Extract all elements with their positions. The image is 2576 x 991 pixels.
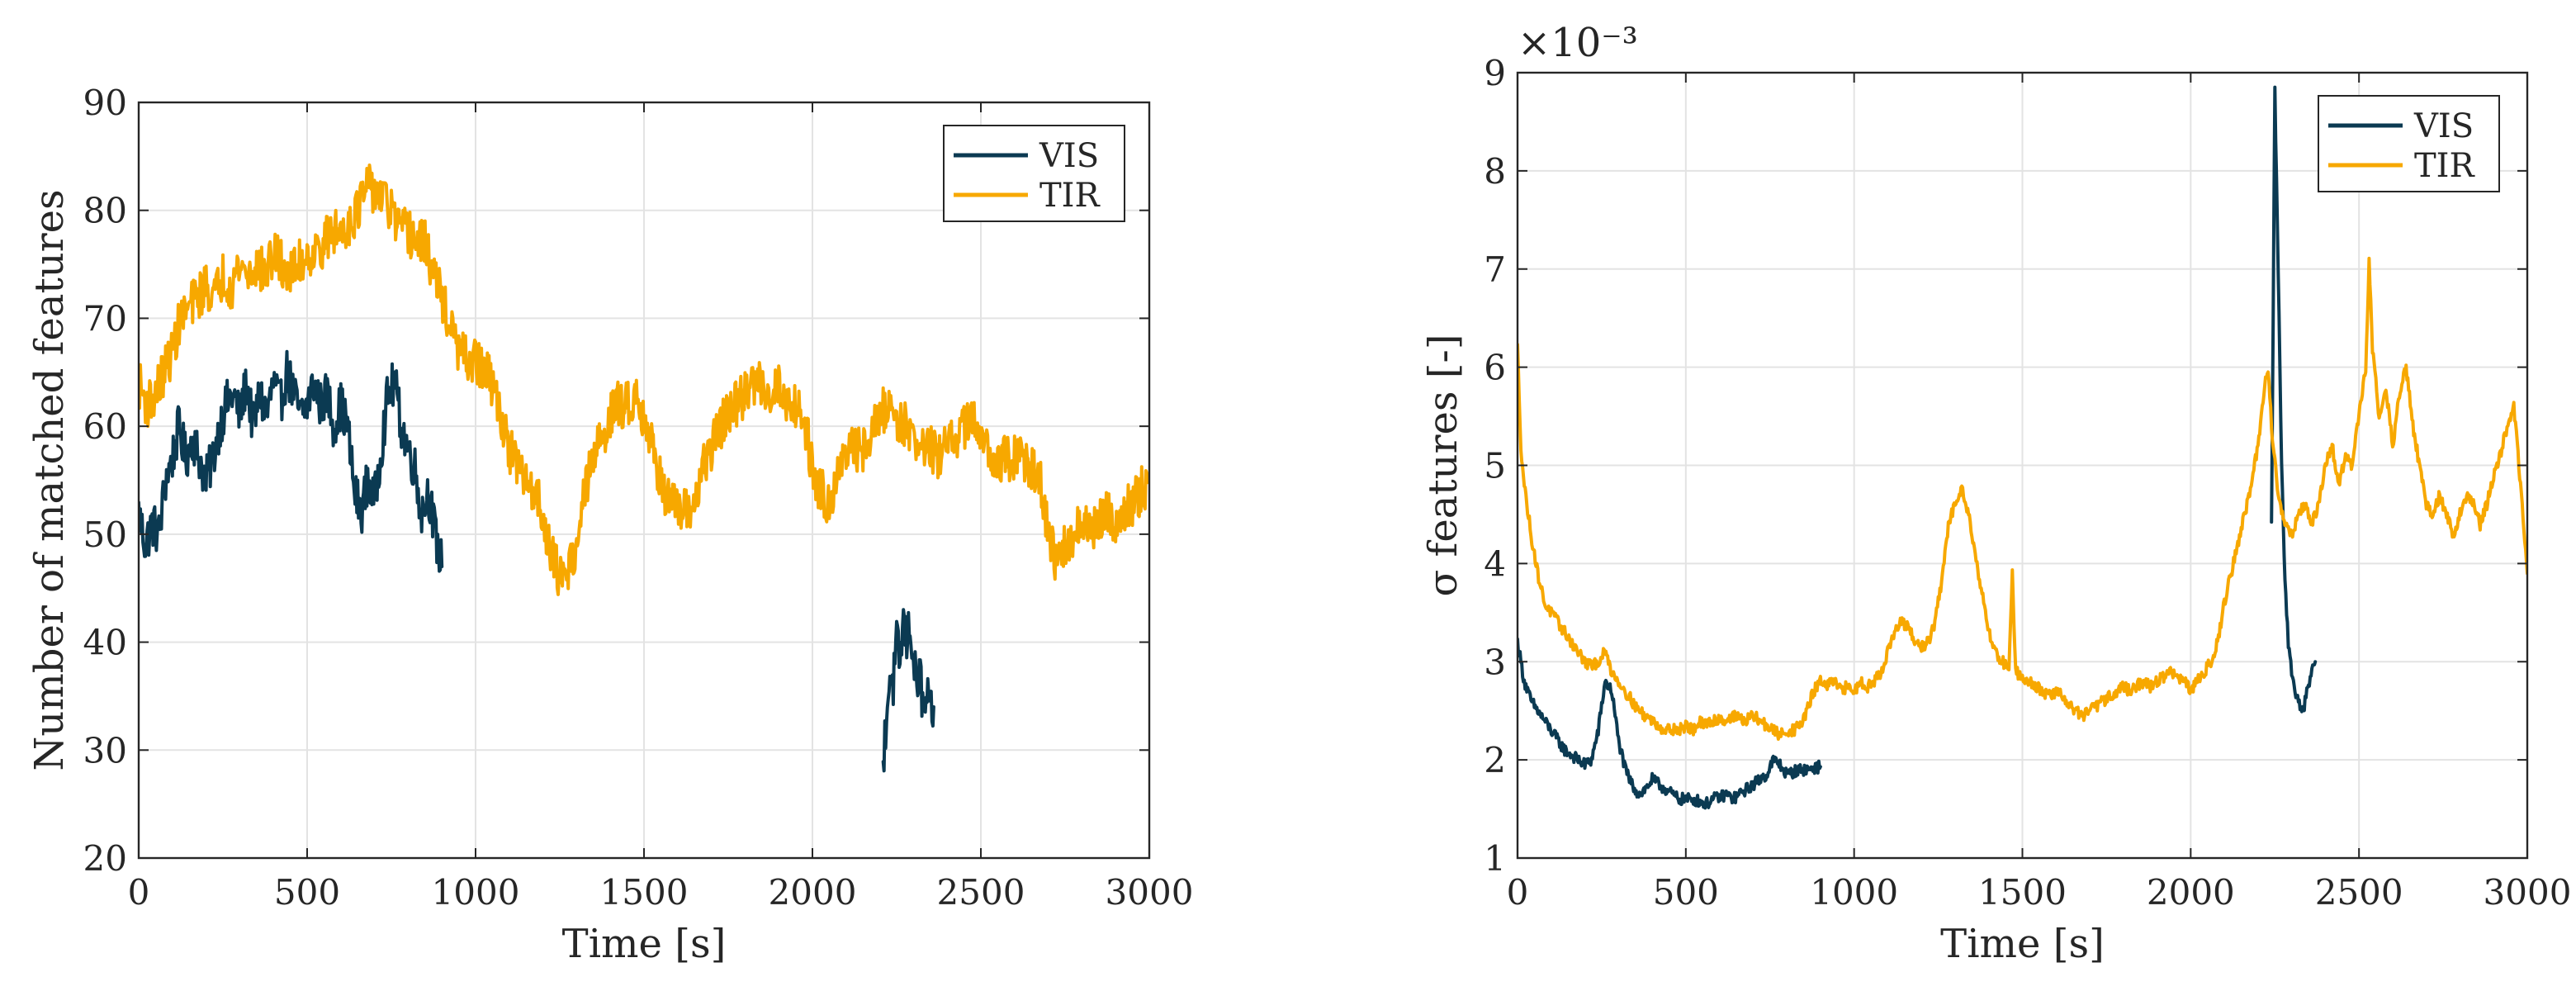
- x-axis-label: Time [s]: [562, 921, 727, 967]
- y-tick-label: 50: [83, 514, 127, 555]
- series-vis-line: [139, 349, 444, 573]
- legend-box: [943, 125, 1125, 222]
- x-tick-label: 500: [1653, 872, 1719, 913]
- y-axis-label: σ features [-]: [1420, 334, 1466, 597]
- left-chart-matched-features: 0 500 1000 1500 2000 2500 3000 20 30 40 50 60 70 80 90…: [26, 83, 1193, 967]
- series-vis-line: [881, 608, 935, 773]
- x-tick-label: 2500: [937, 872, 1025, 913]
- legend-label-vis: VIS: [2413, 107, 2474, 145]
- series-vis-line: [1518, 637, 1822, 810]
- y-tick-label: 60: [83, 406, 127, 447]
- y-tick-label: 30: [83, 730, 127, 771]
- legend-label-tir: TIR: [1039, 177, 1101, 215]
- x-tick-label: 2000: [2147, 872, 2235, 913]
- y-axis-label: Number of matched features: [26, 189, 73, 771]
- legend-box: [2318, 95, 2500, 192]
- y-tick-label: 3: [1484, 642, 1506, 682]
- y-tick-label: 8: [1484, 151, 1506, 192]
- y-tick-label: 2: [1484, 740, 1506, 780]
- y-scale-exponent-label: ×10⁻³: [1518, 20, 1638, 66]
- series-group: [139, 164, 1149, 773]
- y-tick-label: 90: [83, 83, 127, 123]
- right-chart-sigma-features: 0 500 1000 1500 2000 2500 3000 1 2 3 4 5 6 7 8 9 Time [s…: [1420, 20, 2571, 967]
- x-tick-label: 0: [1507, 872, 1529, 913]
- x-tick-label: 1000: [432, 872, 520, 913]
- x-tick-label: 1000: [1810, 872, 1898, 913]
- y-tick-label: 5: [1484, 446, 1506, 486]
- legend-label-vis: VIS: [1039, 137, 1099, 175]
- series-group: [1518, 85, 2527, 810]
- y-tick-label: 80: [83, 191, 127, 231]
- x-tick-label: 1500: [1978, 872, 2067, 913]
- y-tick-label: 6: [1484, 348, 1506, 388]
- y-tick-label: 20: [83, 838, 127, 879]
- x-tick-label: 2000: [769, 872, 857, 913]
- y-tick-label: 40: [83, 623, 127, 663]
- x-axis-label: Time [s]: [1940, 921, 2105, 967]
- legend-label-tir: TIR: [2414, 147, 2475, 185]
- y-tick-label: 4: [1484, 543, 1506, 584]
- series-vis-line: [2270, 85, 2318, 714]
- y-tick-label: 7: [1484, 249, 1506, 290]
- x-tick-label: 3000: [1106, 872, 1194, 913]
- x-tick-label: 1500: [600, 872, 689, 913]
- y-tick-label: 1: [1484, 838, 1506, 879]
- x-tick-label: 0: [128, 872, 150, 913]
- x-tick-label: 2500: [2315, 872, 2403, 913]
- series-tir-line: [1518, 256, 2527, 741]
- y-tick-label: 9: [1484, 53, 1506, 93]
- x-tick-label: 500: [274, 872, 340, 913]
- series-tir-line: [139, 164, 1149, 596]
- y-tick-label: 70: [83, 298, 127, 339]
- x-tick-label: 3000: [2484, 872, 2572, 913]
